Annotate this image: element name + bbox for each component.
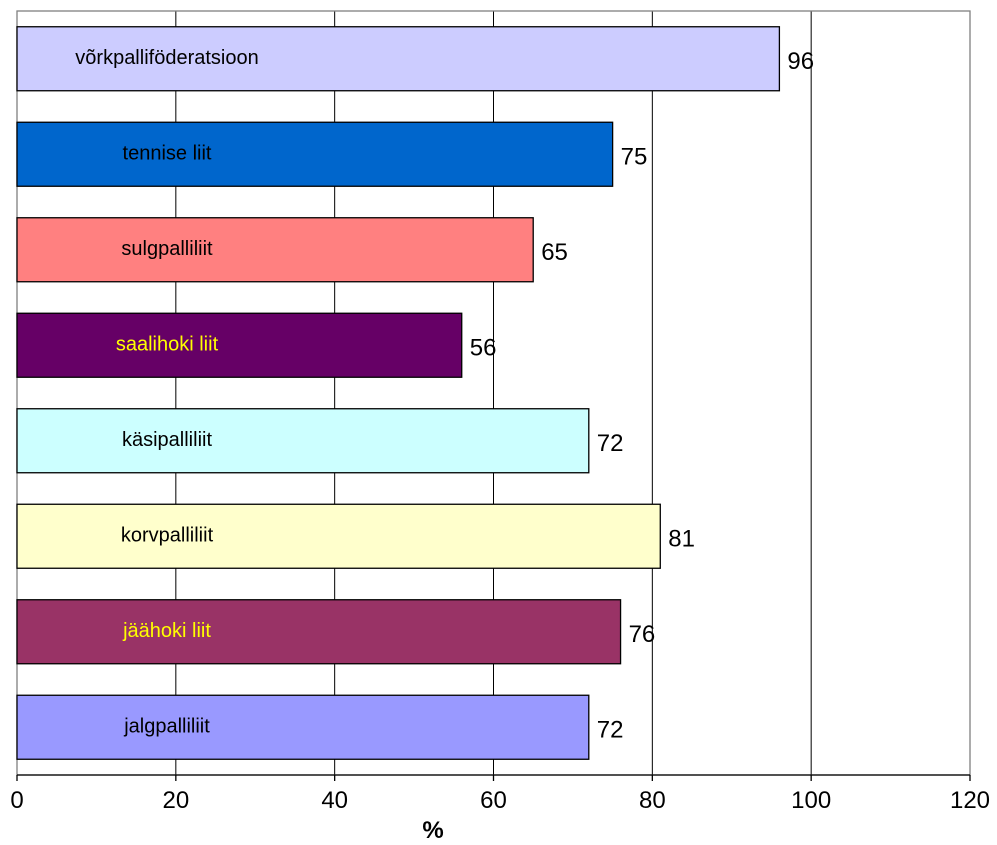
x-tick-label: 20	[162, 787, 189, 814]
value-label: 65	[541, 239, 568, 266]
value-label: 96	[787, 48, 814, 75]
bar	[16, 599, 622, 665]
value-label: 56	[470, 334, 497, 361]
value-label: 81	[668, 525, 695, 552]
bar	[16, 503, 661, 569]
value-labels: 96 75 65 56 72 81 76 72	[470, 48, 814, 744]
bar	[16, 312, 463, 378]
value-label: 75	[621, 143, 648, 170]
value-label: 72	[597, 430, 624, 457]
bar	[16, 121, 614, 187]
x-tick-label: 40	[321, 787, 348, 814]
x-tick-label: 0	[10, 787, 23, 814]
category-label: jäähoki liit	[122, 620, 211, 642]
bar	[16, 408, 590, 474]
x-axis-title: %	[422, 817, 443, 844]
x-tick-label: 120	[950, 787, 990, 814]
category-label: sulgpalliliit	[121, 238, 213, 260]
category-label: võrkpalliföderatsioon	[75, 47, 258, 69]
value-label: 72	[597, 716, 624, 743]
bars	[16, 26, 781, 760]
category-labels: võrkpalliföderatsioon tennise liit sulgpal…	[75, 47, 258, 738]
x-tick-label: 60	[480, 787, 507, 814]
bar	[16, 694, 590, 760]
bar	[16, 26, 781, 92]
category-label: jalgpalliliit	[123, 715, 210, 737]
x-axis-ticks: 0 20 40 60 80 100 120	[10, 775, 990, 814]
category-label: käsipalliliit	[122, 429, 212, 451]
x-tick-label: 100	[791, 787, 831, 814]
category-label: tennise liit	[123, 142, 212, 164]
value-label: 76	[629, 621, 656, 648]
category-label: korvpalliliit	[121, 524, 214, 546]
category-label: saalihoki liit	[116, 333, 219, 355]
bar	[16, 217, 534, 283]
x-tick-label: 80	[639, 787, 666, 814]
